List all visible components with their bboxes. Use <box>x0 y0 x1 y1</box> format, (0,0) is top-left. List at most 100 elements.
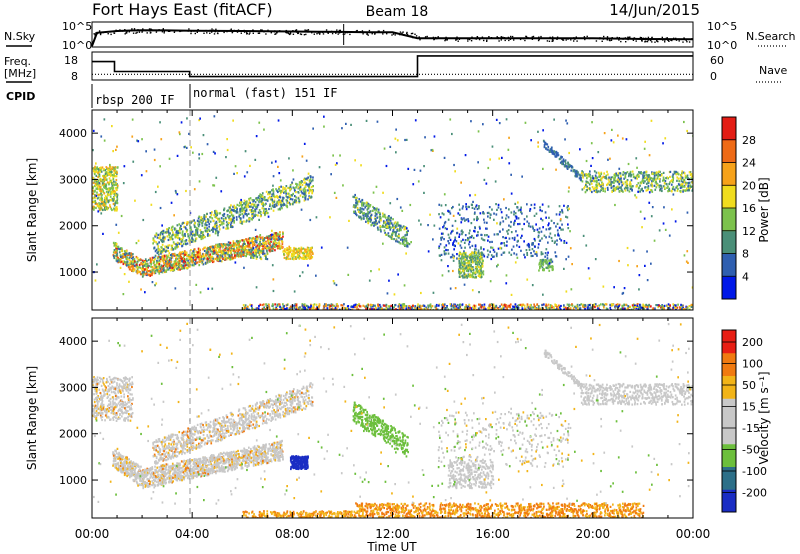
nsky-point <box>635 38 638 40</box>
power-cell <box>660 187 663 190</box>
power-cell <box>166 263 168 266</box>
nsky-point <box>664 39 666 41</box>
power-cell <box>458 254 461 257</box>
power-cell <box>668 182 671 186</box>
power-cell <box>116 193 119 196</box>
power-cell <box>271 200 274 203</box>
power-cell <box>193 253 195 256</box>
power-cell <box>111 189 114 192</box>
power-cell <box>97 204 100 207</box>
power-cell <box>269 237 271 240</box>
power-cell <box>267 197 270 200</box>
power-cell <box>144 258 147 261</box>
nsky-point <box>531 38 534 40</box>
power-cell <box>141 259 144 262</box>
power-cell <box>186 229 189 232</box>
power-cell <box>600 189 602 192</box>
power-cell <box>464 219 466 222</box>
power-cell <box>500 242 502 245</box>
power-cell <box>234 244 237 247</box>
power-cell <box>636 174 638 177</box>
power-cell <box>613 179 615 182</box>
power-cell <box>354 193 356 197</box>
nsky-point <box>94 35 96 37</box>
power-cell <box>196 233 199 236</box>
power-cell <box>248 253 251 256</box>
power-cell <box>561 208 563 212</box>
power-cell <box>391 225 394 228</box>
power-cell <box>192 232 194 236</box>
power-cell <box>477 257 479 260</box>
power-cell <box>445 244 448 247</box>
power-cell <box>263 207 265 211</box>
power-cell <box>487 211 490 214</box>
power-cell <box>665 177 667 180</box>
power-cell <box>183 265 186 268</box>
power-cell <box>198 234 200 237</box>
power-cell <box>206 250 209 253</box>
power-cell <box>537 234 540 237</box>
nsky-point <box>436 37 438 40</box>
power-cell <box>362 208 365 211</box>
power-cell <box>394 224 397 227</box>
power-cell <box>281 190 284 193</box>
power-cell <box>291 249 294 252</box>
power-cell <box>458 270 460 273</box>
power-cell <box>505 217 507 220</box>
power-cell <box>387 216 390 219</box>
power-cell <box>472 257 474 260</box>
power-cell <box>108 193 110 196</box>
power-cell <box>130 255 132 258</box>
power-cell <box>130 260 133 263</box>
nsky-point <box>149 29 151 31</box>
power-cell <box>374 214 377 217</box>
power-cell <box>103 176 106 179</box>
power-cell <box>187 235 190 238</box>
power-cell <box>251 237 253 240</box>
power-cell <box>144 268 146 271</box>
power-cell <box>487 239 489 242</box>
power-cell <box>495 255 498 258</box>
nsky-point <box>688 41 691 43</box>
nsky-point <box>645 37 647 39</box>
power-cell <box>113 249 116 252</box>
power-cell <box>554 240 556 243</box>
power-cell <box>275 188 277 191</box>
power-cell <box>671 180 674 184</box>
power-cell <box>116 195 119 198</box>
power-cell <box>307 247 309 251</box>
power-cell <box>554 155 557 158</box>
power-cell <box>510 211 513 214</box>
power-cell <box>149 261 152 264</box>
power-cell <box>170 228 173 231</box>
power-cell <box>155 265 158 269</box>
power-cell <box>548 227 550 231</box>
power-cell <box>480 271 482 274</box>
power-cell <box>105 186 108 189</box>
power-cell <box>536 254 538 257</box>
nsky-point <box>267 29 269 31</box>
power-cell <box>149 273 152 276</box>
nsky-point <box>274 30 276 32</box>
power-cell <box>479 227 481 230</box>
power-cell <box>518 222 521 226</box>
power-cell <box>373 207 376 210</box>
power-cell <box>523 218 526 221</box>
power-cell <box>235 243 238 246</box>
power-cell <box>251 253 254 256</box>
power-cell <box>187 253 190 257</box>
power-cell <box>260 194 263 197</box>
power-cell <box>138 259 141 262</box>
power-cell <box>361 198 364 202</box>
power-cell <box>467 260 469 263</box>
power-cell <box>673 172 676 175</box>
power-cell <box>142 273 145 276</box>
power-cell <box>611 190 613 193</box>
nsky-point <box>457 40 459 42</box>
power-cell <box>265 209 268 212</box>
power-cell <box>610 176 613 179</box>
power-cell <box>311 255 313 259</box>
power-cell <box>126 260 128 264</box>
nsky-point <box>406 33 409 36</box>
power-cell <box>103 182 105 186</box>
